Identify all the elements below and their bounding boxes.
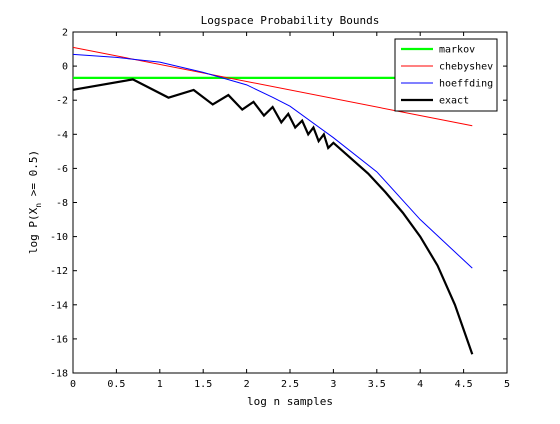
x-tick-label: 2.5 bbox=[281, 379, 299, 390]
y-tick-label: -16 bbox=[50, 334, 68, 345]
legend-label-chebyshev: chebyshev bbox=[439, 62, 493, 73]
y-axis-ticks: 2 0 -2 -4 -6 -8 -10 -12 -14 -16 -18 bbox=[50, 28, 507, 380]
x-tick-label: 4 bbox=[417, 379, 423, 390]
y-axis-label-tail: >= 0.5) bbox=[27, 150, 40, 203]
x-axis-label: log n samples bbox=[247, 395, 333, 408]
legend-label-exact: exact bbox=[439, 96, 469, 107]
y-tick-label: -10 bbox=[50, 232, 68, 243]
y-axis-label-subscript: n bbox=[34, 203, 43, 208]
y-axis-label: log P(Xn >= 0.5) bbox=[27, 150, 43, 254]
legend-label-hoeffding: hoeffding bbox=[439, 79, 493, 90]
x-tick-label: 4.5 bbox=[455, 379, 473, 390]
y-tick-label: -6 bbox=[56, 164, 68, 175]
y-tick-label: -18 bbox=[50, 369, 68, 380]
series-line-exact bbox=[72, 78, 474, 355]
y-tick-label: -4 bbox=[56, 130, 68, 141]
x-tick-label: 3.5 bbox=[368, 379, 386, 390]
y-tick-label: -2 bbox=[56, 96, 68, 107]
legend-label-markov: markov bbox=[439, 45, 475, 56]
chart-title: Logspace Probability Bounds bbox=[201, 14, 380, 27]
y-tick-label: -14 bbox=[50, 300, 68, 311]
x-tick-label: 1 bbox=[157, 379, 163, 390]
y-tick-label: -12 bbox=[50, 266, 68, 277]
legend: markov chebyshev hoeffding exact bbox=[394, 38, 498, 112]
legend-box bbox=[394, 38, 498, 112]
x-tick-label: 3 bbox=[330, 379, 336, 390]
x-tick-label: 2 bbox=[244, 379, 250, 390]
y-axis-label-main: log P(X bbox=[27, 207, 40, 254]
x-tick-label: 0 bbox=[70, 379, 76, 390]
y-tick-label: 2 bbox=[62, 28, 68, 39]
x-tick-label: 1.5 bbox=[194, 379, 212, 390]
x-axis-ticks: 0 0.5 1 1.5 2 2.5 3 3.5 4 4.5 5 bbox=[70, 32, 510, 390]
y-tick-label: -8 bbox=[56, 198, 68, 209]
x-tick-label: 5 bbox=[504, 379, 510, 390]
series-line-hoeffding bbox=[72, 53, 473, 269]
x-tick-label: 0.5 bbox=[107, 379, 125, 390]
y-tick-label: 0 bbox=[62, 62, 68, 73]
